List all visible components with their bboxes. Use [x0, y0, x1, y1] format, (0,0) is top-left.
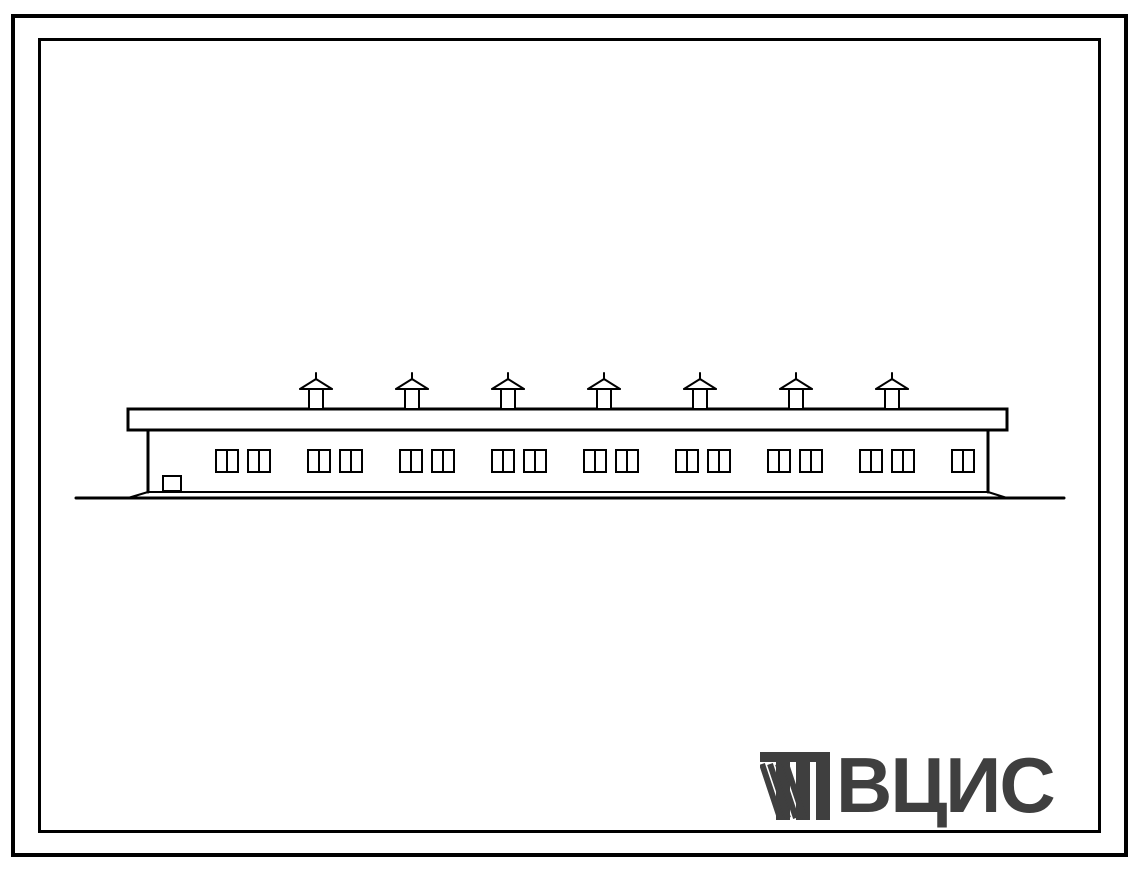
logo-mark: [760, 752, 830, 820]
logo: ВЦИС: [760, 740, 1054, 831]
logo-text: ВЦИС: [836, 740, 1054, 831]
building-elevation-drawing: [0, 0, 1139, 869]
